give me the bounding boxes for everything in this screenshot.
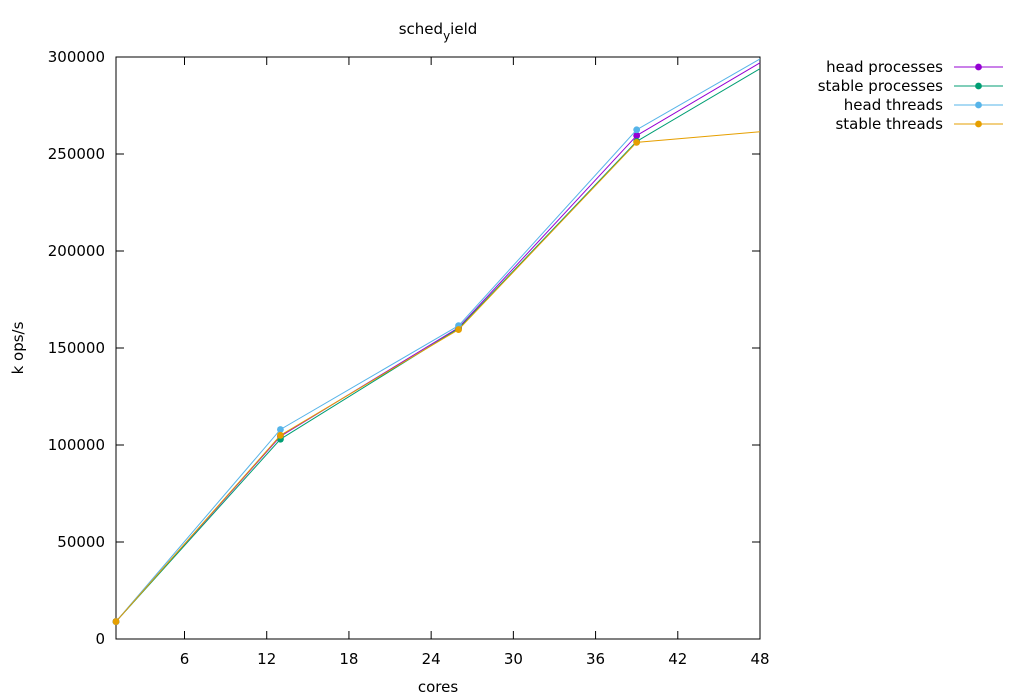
legend-item: stable threads <box>835 115 1003 133</box>
x-tick-label: 42 <box>668 650 687 668</box>
legend-label: stable processes <box>818 77 943 95</box>
x-tick-label: 24 <box>422 650 441 668</box>
x-tick-label: 12 <box>257 650 276 668</box>
legend-swatch-point <box>975 63 982 71</box>
legend-swatch-point <box>975 120 982 128</box>
x-axis: 6 12 18 24 30 36 42 48 <box>180 57 770 668</box>
legend-swatch-point <box>975 101 982 109</box>
series-layer <box>112 58 761 625</box>
y-tick-label: 0 <box>95 630 105 648</box>
chart-title-main: sched <box>399 20 443 38</box>
x-tick-label: 30 <box>504 650 523 668</box>
series-stable-threads <box>112 131 761 625</box>
y-tick-label: 200000 <box>48 242 105 260</box>
series-line <box>115 131 761 622</box>
legend-item: stable processes <box>818 77 1003 95</box>
data-point <box>633 126 641 134</box>
legend-label: stable threads <box>835 115 943 133</box>
y-tick-label: 300000 <box>48 48 105 66</box>
chart-title-subscript: y <box>443 29 450 43</box>
series-stable-processes <box>112 68 761 625</box>
y-tick-label: 150000 <box>48 339 105 357</box>
x-tick-label: 36 <box>586 650 605 668</box>
y-tick-label: 250000 <box>48 145 105 163</box>
y-tick-label: 50000 <box>57 533 105 551</box>
series-line <box>115 68 761 622</box>
legend-swatch-point <box>975 82 982 90</box>
y-axis-label: k ops/s <box>9 321 27 374</box>
x-tick-label: 18 <box>339 650 358 668</box>
legend-item: head processes <box>826 58 1003 76</box>
x-tick-label: 48 <box>750 650 769 668</box>
x-axis-label: cores <box>418 678 458 696</box>
data-point <box>112 618 120 625</box>
chart-title-rest: ield <box>450 20 477 38</box>
y-axis: 0 50000 100000 150000 200000 250000 300000 <box>48 48 760 648</box>
data-point <box>633 132 641 139</box>
x-tick-label: 6 <box>180 650 190 668</box>
plot-frame <box>115 56 761 640</box>
legend-label: head processes <box>826 58 943 76</box>
legend-item: head threads <box>844 96 1003 114</box>
data-point <box>633 138 641 146</box>
data-point <box>277 431 284 439</box>
chart-title: schedyield <box>399 20 478 43</box>
series-head-processes <box>112 62 761 625</box>
data-point <box>455 326 462 333</box>
y-tick-label: 100000 <box>48 436 105 454</box>
legend-label: head threads <box>844 96 943 114</box>
data-point <box>277 426 284 433</box>
